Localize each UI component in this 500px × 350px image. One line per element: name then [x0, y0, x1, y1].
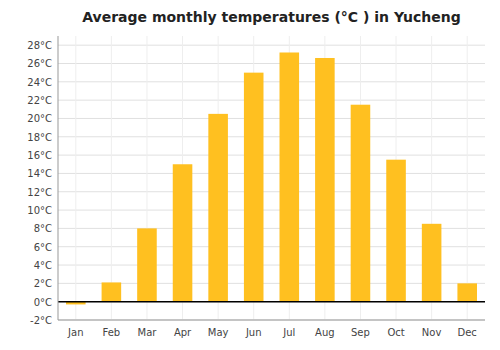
y-tick-label: 2°C: [34, 278, 52, 289]
grid: [58, 36, 485, 320]
y-grid-line: [58, 45, 485, 46]
x-tick-label: Jun: [245, 327, 262, 338]
y-grid-line: [58, 63, 485, 64]
x-tick-label: Feb: [103, 327, 121, 338]
y-tick-label: 6°C: [34, 242, 52, 253]
x-tick-label: Nov: [422, 327, 442, 338]
zero-line: [58, 301, 485, 303]
y-tick-label: 26°C: [27, 58, 52, 69]
y-tick-label: 0°C: [34, 297, 52, 308]
y-tick-label: 24°C: [27, 77, 52, 88]
x-grid-line: [75, 36, 76, 320]
y-grid-line: [58, 155, 485, 156]
x-tick-label: Jul: [282, 327, 295, 338]
x-tick-label: May: [208, 327, 229, 338]
y-tick-label: 20°C: [27, 113, 52, 124]
bar: [137, 228, 157, 301]
y-tick-label: 12°C: [27, 187, 52, 198]
y-grid-line: [58, 173, 485, 174]
y-grid-line: [58, 81, 485, 82]
x-axis-line: [58, 320, 485, 321]
chart: Average monthly temperatures (°C ) in Yu…: [0, 0, 500, 350]
bar: [457, 283, 477, 301]
y-tick-label: 16°C: [27, 150, 52, 161]
y-grid-line: [58, 210, 485, 211]
y-axis-line: [58, 36, 59, 320]
bar: [315, 58, 335, 302]
x-tick-label: Mar: [138, 327, 158, 338]
y-tick-label: 28°C: [27, 40, 52, 51]
y-tick-label: 18°C: [27, 132, 52, 143]
x-tick-label: Oct: [387, 327, 404, 338]
bar: [102, 282, 122, 301]
bar: [244, 73, 264, 302]
x-grid-line: [111, 36, 112, 320]
y-tick-label: 8°C: [34, 223, 52, 234]
y-tick-label: -2°C: [30, 315, 52, 326]
bars: [66, 52, 477, 304]
x-tick-label: Apr: [174, 327, 192, 338]
y-grid-line: [58, 228, 485, 229]
bar: [280, 52, 300, 301]
x-tick-label: Dec: [458, 327, 477, 338]
x-tick-label: Aug: [315, 327, 335, 338]
x-grid-line: [467, 36, 468, 320]
x-tick-label: Sep: [351, 327, 370, 338]
bar: [173, 164, 193, 301]
title: Average monthly temperatures (°C ) in Yu…: [82, 9, 461, 25]
bar: [351, 105, 371, 302]
y-tick-label: 14°C: [27, 168, 52, 179]
y-grid-line: [58, 320, 485, 321]
bar: [422, 224, 442, 302]
bar: [208, 114, 228, 302]
y-grid-line: [58, 283, 485, 284]
y-grid-line: [58, 100, 485, 101]
x-tick-label: Jan: [67, 327, 83, 338]
y-tick-label: 4°C: [34, 260, 52, 271]
bar: [386, 160, 406, 302]
y-tick-label: 10°C: [27, 205, 52, 216]
y-grid-line: [58, 118, 485, 119]
y-grid-line: [58, 246, 485, 247]
y-grid-line: [58, 265, 485, 266]
y-grid-line: [58, 136, 485, 137]
y-grid-line: [58, 301, 485, 302]
y-tick-label: 22°C: [27, 95, 52, 106]
y-grid-line: [58, 191, 485, 192]
